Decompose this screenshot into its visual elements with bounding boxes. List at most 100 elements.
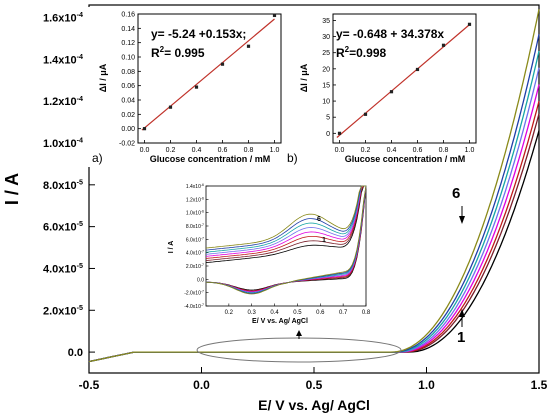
main-y-tick-label: 4.0x10-5 — [43, 262, 83, 275]
inset-c-curves — [205, 185, 367, 295]
inset-c-x-tick-label: 0.5 — [293, 310, 302, 316]
inset-c-forward-curve — [205, 185, 366, 253]
inset-b-x-tick-label: 0.0 — [335, 147, 345, 154]
main-y-tick-label: 1.6x10-4 — [43, 11, 83, 24]
inset-a-ticks: 0.0 0.2 0.4 0.6 0.8 1.0 -0.02 0.00 0.02 0.04 0.06 0… — [119, 12, 279, 155]
inset-a-frame — [137, 13, 282, 144]
main-y-tick-label: 2.0x10-5 — [43, 304, 83, 317]
inset-b-x-axis-label: Glucose concentration / mM — [345, 154, 466, 164]
inset-a-data-point — [246, 44, 251, 48]
inset-b-x-tick-label: 0.2 — [361, 147, 371, 154]
inset-c-frame — [205, 185, 367, 307]
inset-a-data-point — [168, 105, 173, 109]
curve-arrow-head-low — [459, 309, 465, 317]
inset-c-ticks: 0.2 0.3 0.4 0.5 0.6 0.7 0.8 -4.0x10-7 -2.0x10-7 0… — [184, 183, 371, 316]
inset-c-y-tick-label: 0.0 — [197, 277, 204, 283]
inset-a-y-tick-label: 0.10 — [121, 55, 135, 62]
inset-c-y-tick-label: 4.0x10-7 — [186, 250, 204, 257]
inset-a-r2-exponent: 2 — [160, 45, 165, 54]
inset-c-forward-curve — [205, 185, 366, 249]
main-cv-curve — [88, 9, 540, 363]
main-y-tick-label: 1.2x10-4 — [43, 95, 83, 108]
main-y-tick-label: 1.4x10-4 — [43, 53, 83, 66]
curve-arrow-head-high — [459, 216, 465, 224]
inset-a-data — [141, 13, 277, 131]
inset-b-x-tick-label: 0.6 — [413, 147, 423, 154]
inset-c-curve-label-high: 6 — [317, 216, 321, 223]
inset-b-data-point — [415, 67, 420, 72]
inset-c-y-tick-label: 2.0x10-7 — [186, 263, 204, 270]
zoom-arrow-head — [296, 330, 302, 336]
main-plot: -0.5 0.0 0.5 1.0 1.5 0.0 2.0x10-5 4.0x10-5 6.0x… — [2, 4, 548, 413]
inset-c-x-tick-label: 0.8 — [362, 310, 371, 316]
inset-a-panel-label: a) — [92, 151, 103, 165]
inset-c-background — [163, 182, 375, 328]
inset-c-reverse-curve — [205, 185, 367, 295]
inset-c-forward-curve — [205, 185, 366, 255]
inset-a-calibration-plot: 0.0 0.2 0.4 0.6 0.8 1.0 -0.02 0.00 0.02 0.04 0.06 0… — [86, 7, 282, 167]
inset-b-ticks: 0.0 0.2 0.4 0.6 0.8 1.0 0 5 10 15 20 25 30 35 — [322, 18, 474, 154]
inset-a-r2-label: R — [151, 46, 160, 60]
inset-b-r2: R2=0.998 — [336, 45, 386, 60]
inset-b-r2-value: =0.998 — [349, 46, 386, 60]
inset-b-y-tick-label: 20 — [322, 66, 330, 73]
inset-b-y-tick-label: 5 — [326, 115, 330, 122]
inset-c-y-tick-label: -2.0x10-7 — [184, 290, 204, 297]
inset-c-y-tick-label: 1.4x10-6 — [186, 183, 204, 190]
inset-c-y-axis-label: I / A — [168, 241, 175, 254]
main-y-tick-label: 0.0 — [68, 347, 83, 359]
inset-b-data-point — [441, 43, 446, 47]
inset-b-y-tick-label: 25 — [322, 50, 330, 57]
main-x-tick-label: 1.0 — [418, 378, 435, 392]
inset-a-equation: y= -5.24 +0.153x; — [151, 27, 246, 41]
main-x-ticks: -0.5 0.0 0.5 1.0 1.5 — [79, 367, 548, 392]
inset-c-forward-curve — [205, 185, 366, 259]
inset-c-x-tick-label: 0.6 — [316, 310, 325, 316]
inset-b-panel-label: b) — [287, 151, 298, 165]
inset-b-y-tick-label: 35 — [322, 18, 330, 25]
main-x-tick-label: 0.5 — [306, 378, 323, 392]
main-y-ticks: 0.0 2.0x10-5 4.0x10-5 6.0x10-5 8.0x10-5 1.0x1… — [43, 11, 95, 359]
inset-c-y-tick-label: 1.2x10-6 — [186, 196, 204, 203]
inset-a-r2: R2= 0.995 — [151, 45, 205, 60]
inset-a-data-point — [272, 13, 277, 18]
main-x-tick-label: -0.5 — [79, 378, 100, 392]
inset-c-x-tick-label: 0.4 — [270, 310, 279, 316]
inset-a-y-tick-label: 0.02 — [121, 112, 135, 119]
inset-c-x-tick-label: 0.7 — [339, 310, 348, 316]
inset-b-y-tick-label: 0 — [326, 131, 330, 138]
inset-a-x-tick-label: 0.2 — [166, 147, 176, 154]
main-y-axis-label: I / A — [2, 173, 22, 205]
inset-a-x-tick-label: 1.0 — [270, 147, 280, 154]
inset-a-y-tick-label: 0.12 — [121, 40, 135, 47]
inset-a-x-tick-label: 0.8 — [244, 147, 254, 154]
main-x-tick-label: 0.0 — [193, 378, 210, 392]
inset-b-x-tick-label: 0.8 — [439, 147, 449, 154]
inset-a-y-axis-label: ΔI / μA — [98, 63, 108, 92]
inset-a-r2-value: = 0.995 — [164, 46, 205, 60]
inset-b-data-point — [467, 22, 472, 26]
inset-a-x-tick-label: 0.4 — [192, 147, 202, 154]
inset-a-y-tick-label: 0.00 — [121, 126, 135, 133]
inset-b-data-point — [389, 90, 394, 94]
inset-b-data-point — [363, 112, 368, 116]
inset-a-y-tick-label: -0.02 — [119, 141, 135, 148]
inset-b-data-point — [337, 131, 342, 135]
inset-c-y-tick-label: 8.0x10-7 — [186, 223, 204, 230]
inset-c-y-tick-label: -4.0x10-7 — [184, 303, 204, 310]
inset-c-zoomed-cv: 0.2 0.3 0.4 0.5 0.6 0.7 0.8 -4.0x10-7 -2.0x10-7 0… — [163, 182, 375, 328]
curve-label-low: 1 — [457, 329, 465, 346]
inset-c-x-axis-label: E/ V vs. Ag/ AgCl — [252, 318, 308, 325]
main-y-tick-label: 6.0x10-5 — [43, 220, 83, 233]
inset-a-y-tick-label: 0.08 — [121, 69, 135, 76]
inset-c-forward-curve — [205, 185, 366, 257]
inset-c-y-tick-label: 6.0x10-7 — [186, 236, 204, 243]
inset-a-x-axis-label: Glucose concentration / mM — [150, 154, 271, 164]
inset-c-forward-curve — [205, 185, 366, 264]
inset-b-background — [284, 7, 484, 167]
main-x-axis-label: E/ V vs. Ag/ AgCl — [258, 397, 370, 413]
inset-b-r2-exponent: 2 — [345, 45, 350, 54]
main-x-tick-label: 1.5 — [531, 378, 548, 392]
main-y-tick-label: 8.0x10-5 — [43, 178, 83, 191]
